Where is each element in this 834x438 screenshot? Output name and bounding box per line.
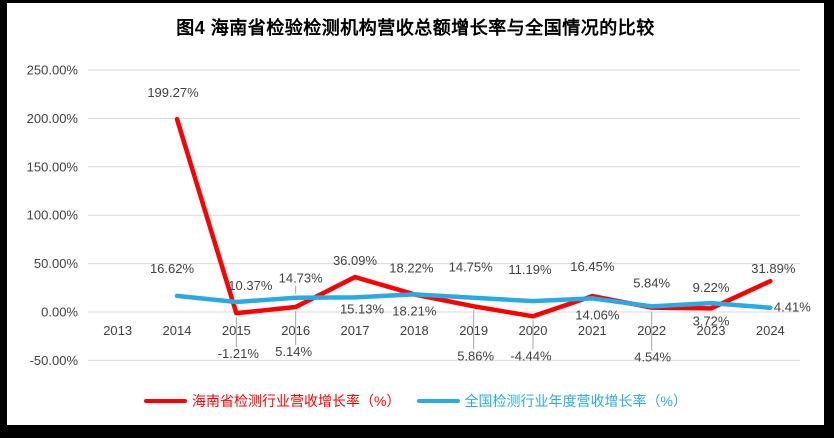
data-label: 11.19%: [508, 262, 552, 277]
data-label: 31.89%: [751, 261, 796, 276]
data-label: 4.54%: [634, 350, 671, 365]
y-axis-tick: 250.00%: [27, 63, 79, 78]
y-axis-tick: 100.00%: [27, 208, 79, 223]
data-label: 14.75%: [449, 260, 494, 275]
hainan-series-swatch: [144, 399, 188, 403]
series-line: [174, 116, 773, 319]
y-axis-tick: 0.00%: [41, 305, 78, 320]
y-axis-tick: 50.00%: [34, 256, 79, 271]
national-series-label: 全国检测行业年度营收增长率（%）: [464, 393, 687, 409]
data-label: 5.84%: [633, 275, 670, 290]
data-label: 14.73%: [279, 271, 324, 286]
data-label: 16.45%: [570, 259, 615, 274]
x-axis-label: 2021: [578, 323, 607, 338]
data-label: 5.14%: [275, 344, 312, 359]
data-label: 4.41%: [774, 300, 811, 315]
data-label: 36.09%: [333, 253, 378, 268]
data-label: 18.21%: [392, 303, 437, 318]
legend-item-national: 全国检测行业年度营收增长率（%）: [416, 391, 687, 411]
data-label: 16.62%: [150, 261, 195, 276]
data-label: 14.06%: [575, 307, 620, 322]
data-label: 3.72%: [693, 313, 730, 328]
hainan-series-label: 海南省检测行业营收增长率（%）: [192, 393, 401, 409]
series-line: [174, 292, 773, 310]
national-series-swatch: [416, 399, 460, 403]
x-axis-label: 2017: [341, 323, 370, 338]
data-label: 18.22%: [389, 260, 434, 275]
data-label: -1.21%: [218, 346, 260, 361]
chart-title: 图4 海南省检验检测机构营收总额增长率与全国情况的比较: [176, 18, 655, 38]
x-axis-label: 2024: [756, 323, 785, 338]
x-axis-label: 2014: [163, 323, 192, 338]
chart-panel: 图4 海南省检验检测机构营收总额增长率与全国情况的比较 250.00% 200.0…: [7, 3, 824, 425]
x-axis-label: 2023: [697, 323, 726, 338]
y-axis-tick: -50.00%: [30, 353, 79, 368]
data-label: 9.22%: [693, 280, 730, 295]
legend: 海南省检测行业营收增长率（%） 全国检测行业年度营收增长率（%）: [7, 391, 824, 411]
x-axis-label: 2013: [103, 323, 132, 338]
y-axis-tick: 150.00%: [27, 159, 79, 174]
line-chart: 250.00% 200.00% 150.00% 100.00% 50.00% 0.00% -…: [27, 63, 812, 368]
data-label: 15.13%: [340, 301, 385, 316]
y-axis-tick: 200.00%: [27, 111, 79, 126]
data-label: 10.37%: [228, 278, 273, 293]
data-label: 5.86%: [457, 348, 494, 363]
data-label: -4.44%: [510, 348, 552, 363]
x-axis-label: 2018: [400, 323, 429, 338]
data-label: 199.27%: [147, 85, 199, 100]
legend-item-hainan: 海南省检测行业营收增长率（%）: [144, 391, 401, 411]
